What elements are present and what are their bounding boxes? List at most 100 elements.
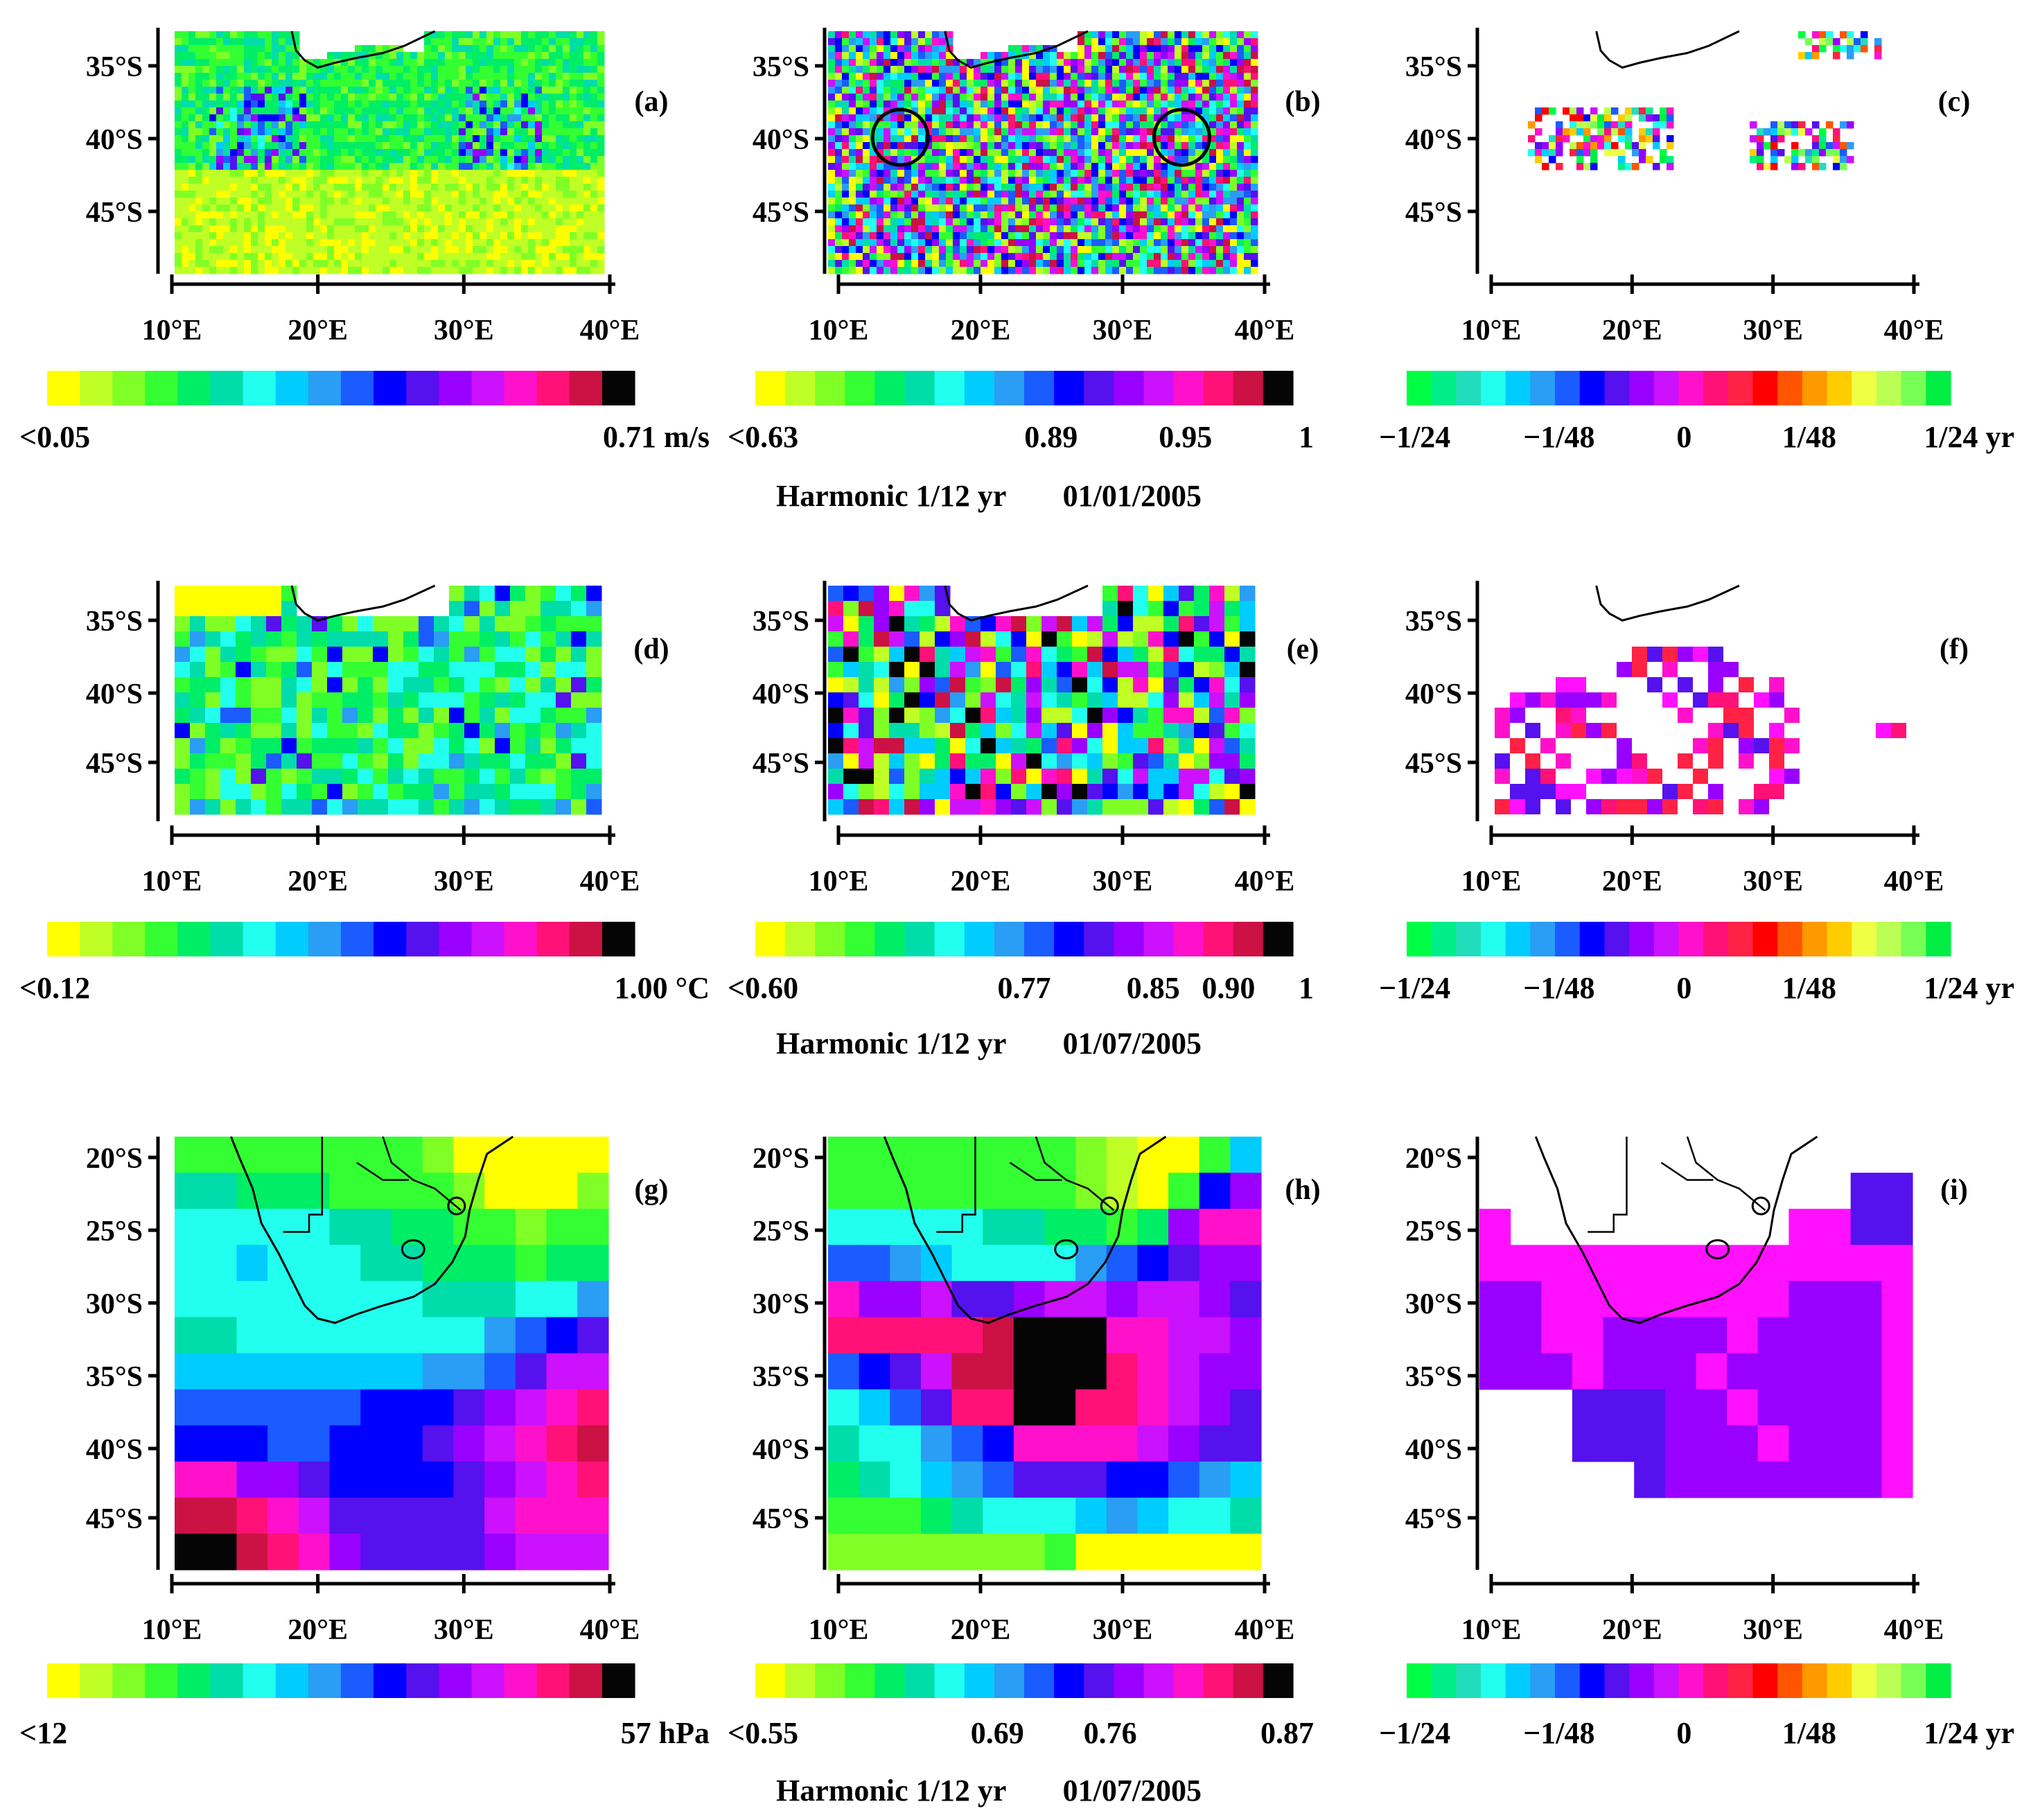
heatmap-cell xyxy=(202,107,210,115)
heatmap-cell xyxy=(396,204,404,212)
heatmap-cell xyxy=(244,232,252,240)
heatmap-cell xyxy=(334,66,342,73)
heatmap-cell xyxy=(525,799,541,815)
heatmap-cell xyxy=(334,107,342,115)
heatmap-cell xyxy=(1230,204,1238,212)
heatmap-cell xyxy=(369,121,376,129)
heatmap-cell xyxy=(493,59,501,67)
heatmap-cell xyxy=(835,239,843,247)
heatmap-cell xyxy=(1008,121,1016,129)
heatmap-cell xyxy=(175,601,191,617)
heatmap-cell xyxy=(583,211,591,219)
heatmap-cell xyxy=(863,267,870,274)
heatmap-cell xyxy=(890,218,898,226)
heatmap-cell xyxy=(403,218,411,226)
heatmap-cell xyxy=(507,198,515,205)
heatmap-cell xyxy=(521,184,529,191)
heatmap-cell xyxy=(258,253,265,261)
heatmap-cell xyxy=(960,191,967,198)
heatmap-cell xyxy=(528,38,536,46)
heatmap-cell xyxy=(480,267,487,274)
heatmap-cell xyxy=(452,246,459,254)
heatmap-cell xyxy=(987,163,995,170)
heatmap-cell xyxy=(856,100,863,108)
heatmap-cell xyxy=(1244,121,1251,129)
heatmap-cell xyxy=(863,135,870,143)
heatmap-cell xyxy=(279,128,286,136)
heatmap-cell xyxy=(230,38,238,46)
heatmap-cell xyxy=(863,260,870,268)
heatmap-cell xyxy=(583,267,591,274)
heatmap-cell xyxy=(175,267,182,274)
heatmap-cell xyxy=(473,149,480,157)
heatmap-cell xyxy=(528,45,536,53)
heatmap-cell xyxy=(1091,149,1099,157)
heatmap-cell xyxy=(1119,149,1127,157)
heatmap-cell xyxy=(190,784,206,800)
heatmap-cell xyxy=(1064,87,1071,94)
heatmap-cell xyxy=(1057,121,1064,129)
heatmap-cell xyxy=(486,246,494,254)
heatmap-cell xyxy=(1223,100,1231,108)
heatmap-cell xyxy=(1112,94,1120,101)
heatmap-cell xyxy=(410,87,418,94)
heatmap-cell xyxy=(1195,31,1203,39)
heatmap-cell xyxy=(1050,218,1057,226)
heatmap-cell xyxy=(571,738,587,754)
heatmap-cell xyxy=(1188,253,1196,261)
heatmap-cell xyxy=(419,692,434,708)
heatmap-cell xyxy=(1757,142,1764,150)
heatmap-cell xyxy=(272,218,279,226)
heatmap-cell xyxy=(967,66,974,73)
heatmap-cell xyxy=(960,204,967,212)
heatmap-cell xyxy=(417,253,425,261)
heatmap-cell xyxy=(597,38,605,46)
heatmap-cell xyxy=(500,80,508,87)
heatmap-cell xyxy=(369,142,376,150)
heatmap-cell xyxy=(1001,191,1009,198)
heatmap-cell xyxy=(312,708,328,724)
heatmap-cell xyxy=(918,225,926,233)
heatmap-cell xyxy=(1029,80,1037,87)
heatmap-cell xyxy=(590,170,598,177)
heatmap-cell xyxy=(1168,260,1175,268)
heatmap-cell xyxy=(285,184,293,191)
heatmap-cell xyxy=(320,100,328,108)
heatmap-cell xyxy=(1105,267,1113,274)
heatmap-cell xyxy=(1181,121,1189,129)
heatmap-cell xyxy=(528,260,536,268)
heatmap-cell xyxy=(495,601,511,617)
heatmap-cell xyxy=(493,31,501,39)
heatmap-cell xyxy=(514,260,522,268)
heatmap-cell xyxy=(1050,149,1057,157)
heatmap-cell xyxy=(297,677,313,693)
heatmap-cell xyxy=(1147,156,1154,164)
heatmap-cell xyxy=(1826,142,1834,150)
heatmap-cell xyxy=(1209,218,1217,226)
heatmap-cell xyxy=(939,239,947,247)
heatmap-cell xyxy=(987,94,995,101)
heatmap-cell xyxy=(1064,204,1071,212)
heatmap-cell xyxy=(1175,38,1182,46)
heatmap-cell xyxy=(1209,128,1217,136)
colorbar-swatch xyxy=(1727,371,1754,405)
heatmap-cell xyxy=(466,177,473,184)
heatmap-cell xyxy=(1064,128,1071,136)
heatmap-cell xyxy=(480,631,495,647)
heatmap-cell xyxy=(327,723,343,739)
heatmap-cell xyxy=(258,142,265,150)
heatmap-cell xyxy=(342,662,358,678)
heatmap-cell xyxy=(863,170,870,177)
heatmap-cell xyxy=(320,218,328,226)
heatmap-cell xyxy=(1043,198,1050,205)
heatmap-cell xyxy=(466,80,473,87)
heatmap-cell xyxy=(1791,128,1799,136)
heatmap-cell xyxy=(312,631,328,647)
heatmap-cell xyxy=(510,799,526,815)
heatmap-cell xyxy=(1188,87,1196,94)
heatmap-cell xyxy=(383,121,390,129)
heatmap-cell xyxy=(320,253,328,261)
heatmap-cell xyxy=(473,163,480,170)
heatmap-cell xyxy=(1230,66,1238,73)
heatmap-cell xyxy=(1576,163,1584,170)
